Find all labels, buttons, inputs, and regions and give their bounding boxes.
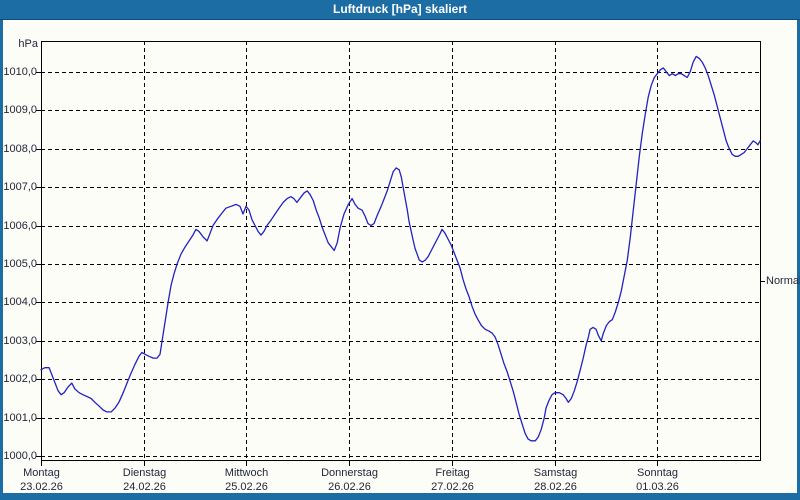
window-title: Luftdruck [hPa] skaliert: [332, 2, 468, 16]
window-titlebar: Luftdruck [hPa] skaliert: [0, 0, 800, 20]
pressure-line: [40, 55, 761, 442]
plot-border: [41, 41, 761, 461]
chart-background: [3, 20, 797, 493]
